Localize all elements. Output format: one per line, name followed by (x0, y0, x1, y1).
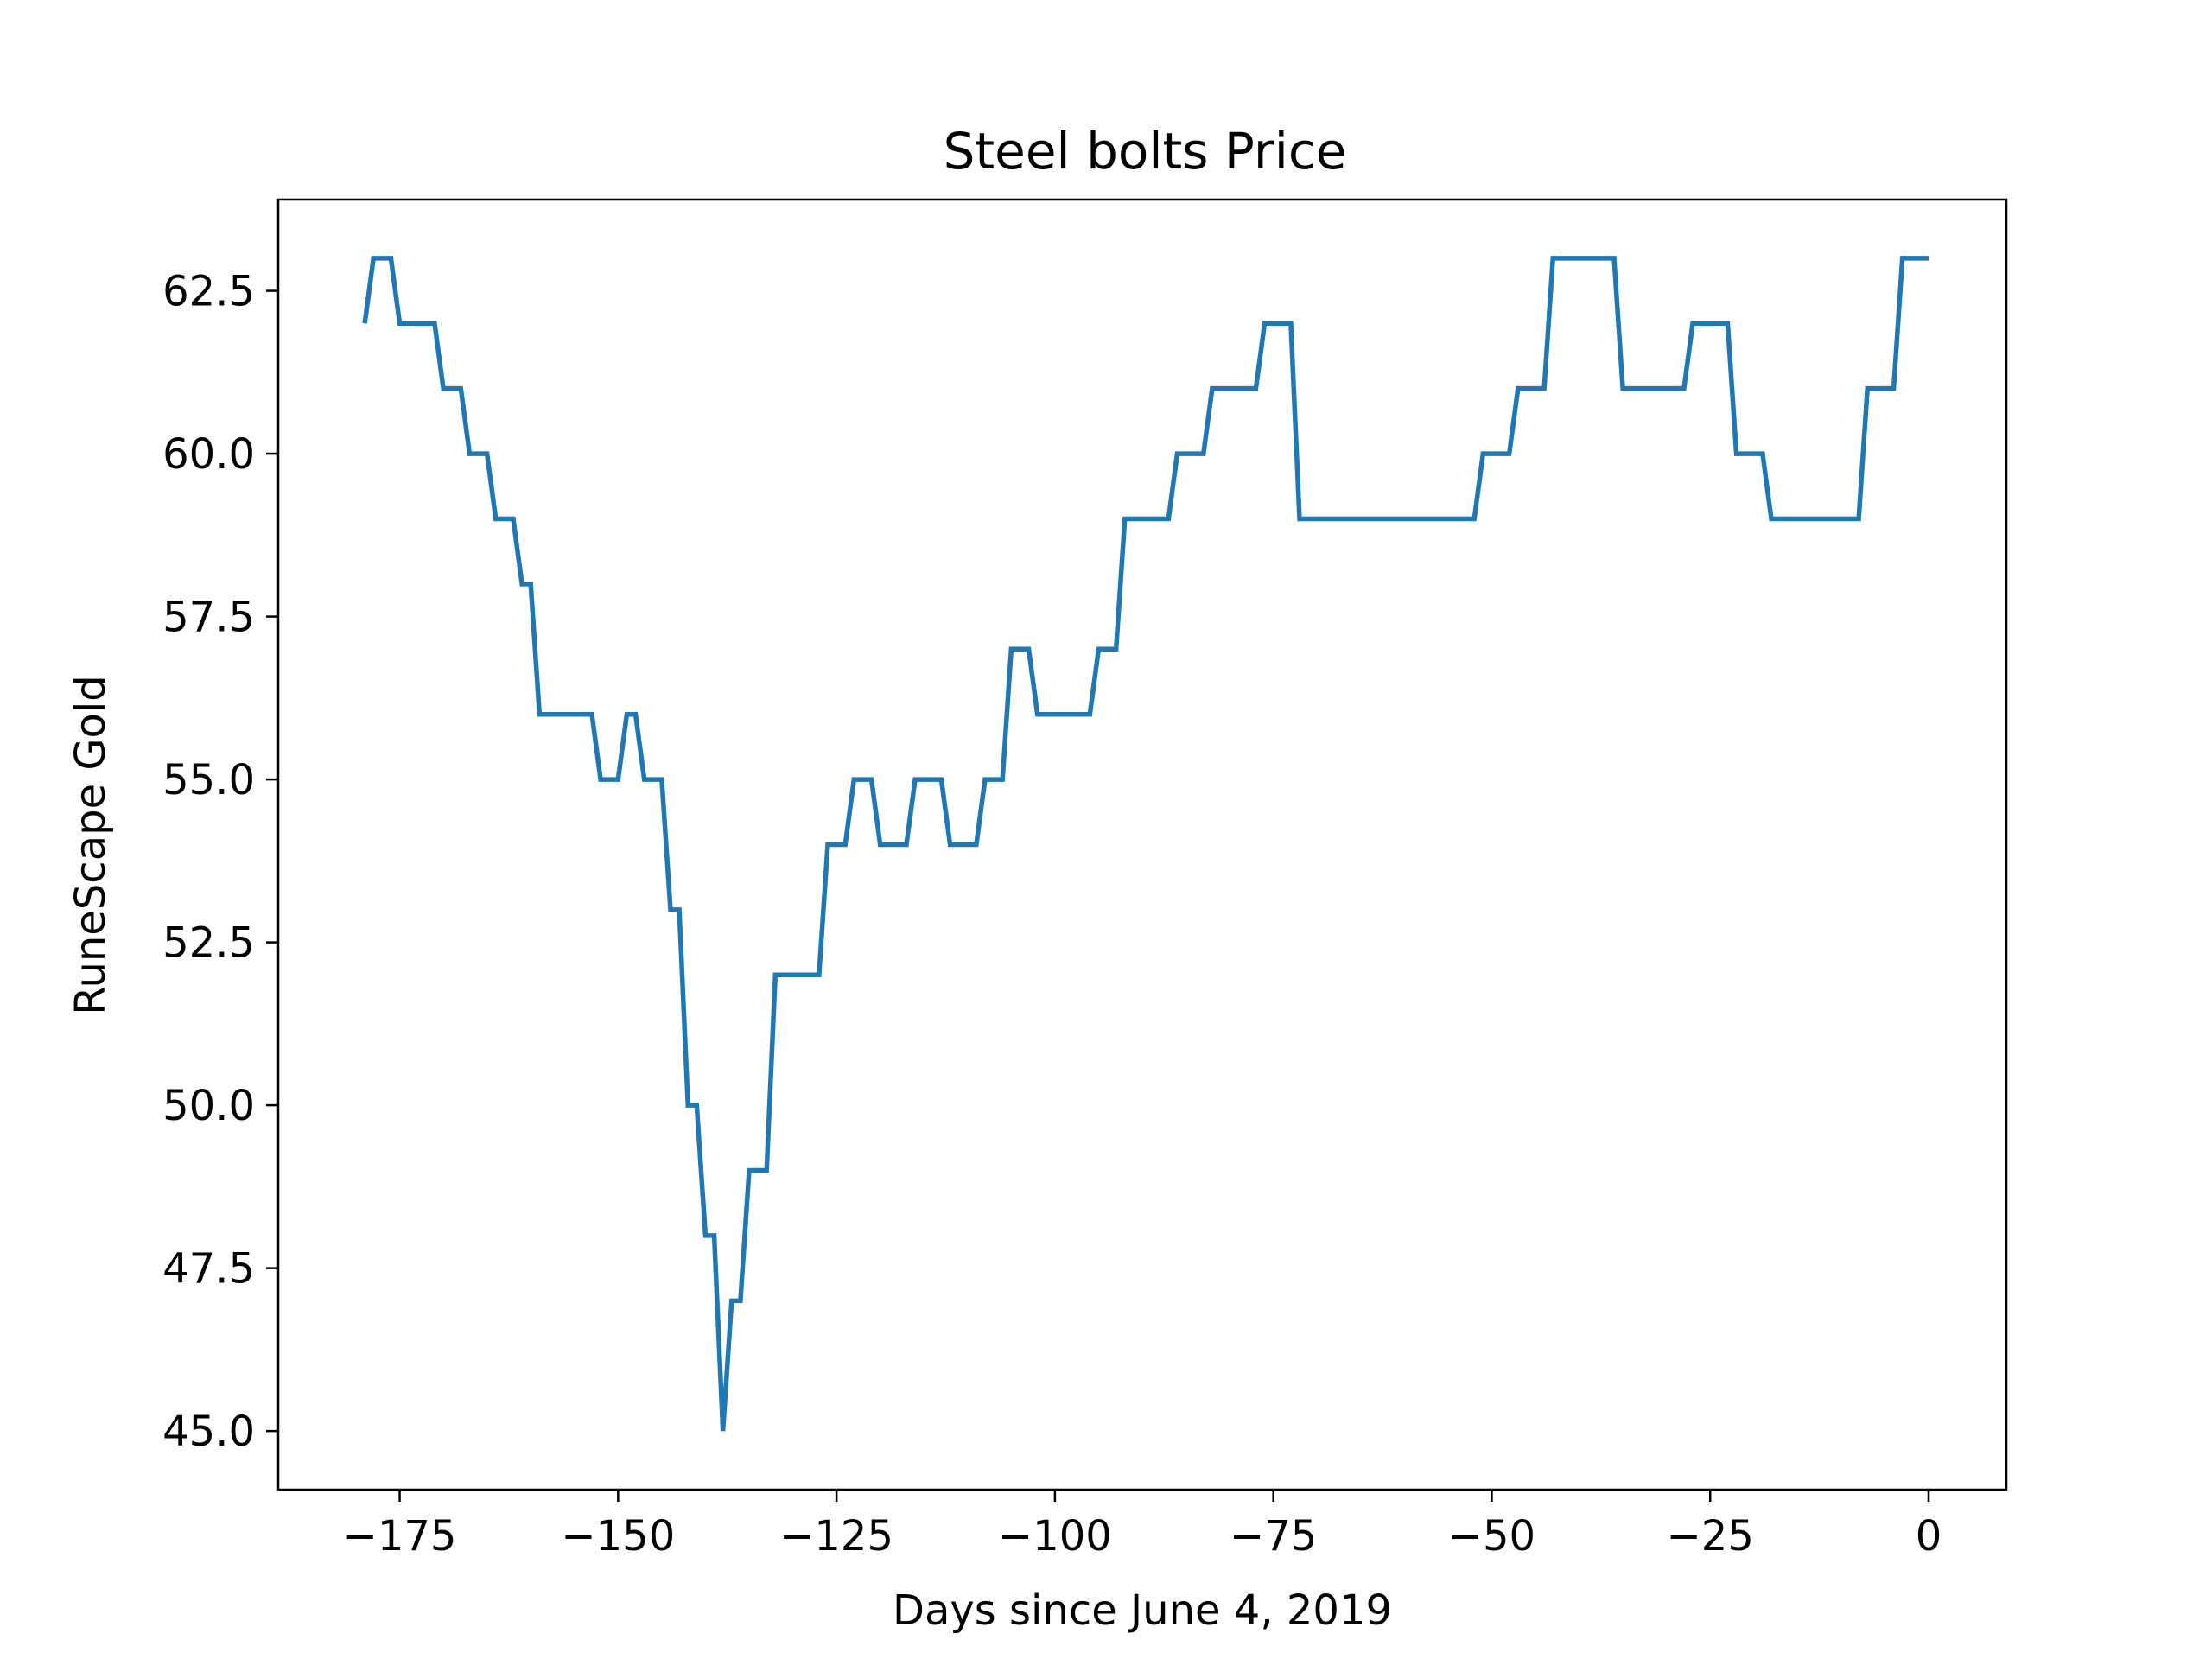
x-tick-label: 0 (1916, 1512, 1942, 1560)
y-tick-label: 57.5 (162, 594, 255, 642)
x-axis: −175 −150 −125 −100 −75 −50 −25 0 (343, 1490, 1942, 1560)
axes-frame (276, 198, 2008, 1491)
x-tick-label: −75 (1230, 1512, 1317, 1560)
y-tick-label: 55.0 (162, 756, 255, 804)
x-tick-label: −175 (343, 1512, 457, 1560)
x-axis-label: Days since June 4, 2019 (893, 1586, 1392, 1635)
x-tick-label: −150 (561, 1512, 675, 1560)
y-tick-label: 62.5 (162, 268, 255, 316)
y-axis-label: RuneScape Gold (67, 675, 115, 1014)
y-tick-label: 60.0 (162, 430, 255, 479)
plot-area (276, 198, 2008, 1491)
chart-title: Steel bolts Price (944, 122, 1347, 181)
x-tick-label: −125 (779, 1512, 893, 1560)
y-tick-label: 50.0 (162, 1082, 255, 1130)
y-tick-label: 45.0 (162, 1408, 255, 1456)
x-tick-label: −25 (1667, 1512, 1754, 1560)
x-tick-label: −100 (998, 1512, 1112, 1560)
x-tick-label: −50 (1448, 1512, 1535, 1560)
series-line (362, 256, 1929, 1432)
y-tick-label: 52.5 (162, 919, 255, 968)
y-tick-label: 47.5 (162, 1245, 255, 1294)
y-axis: 45.0 47.5 50.0 52.5 55.0 57.5 60.0 62.5 (162, 268, 278, 1456)
